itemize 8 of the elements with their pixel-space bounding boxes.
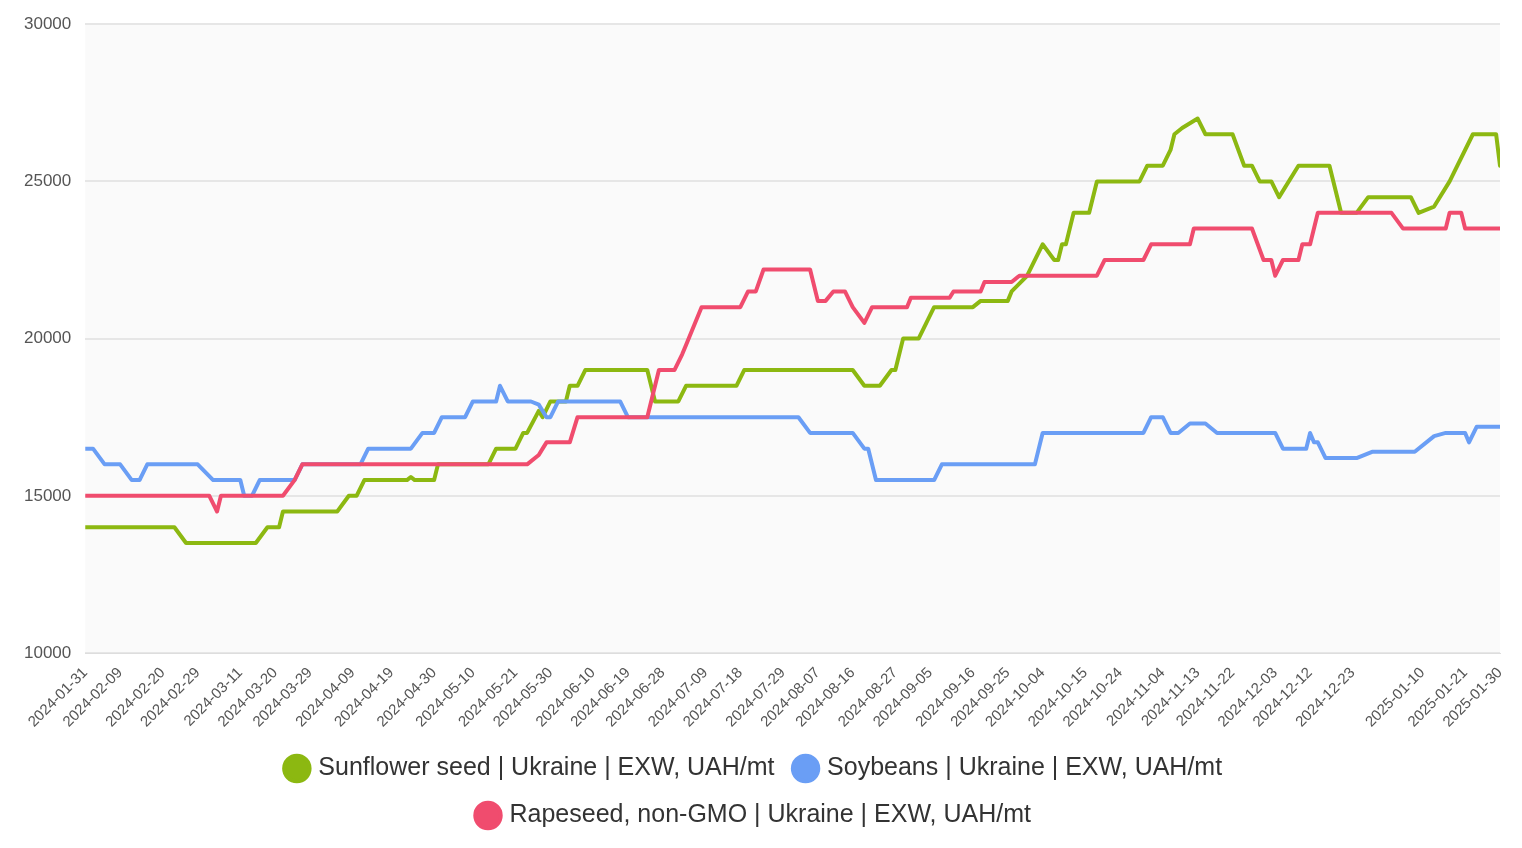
y-tick-label: 25000 [23,171,72,191]
y-tick-label: 10000 [23,642,72,662]
legend-label: Sunflower seed | Ukraine | EXW, UAH/mt [318,752,775,781]
y-tick-label: 20000 [23,328,72,348]
legend-label: Rapeseed, non-GMO | Ukraine | EXW, UAH/mt [509,799,1032,828]
y-tick-label: 30000 [23,13,72,33]
legend-label: Soybeans | Ukraine | EXW, UAH/mt [827,752,1223,781]
y-tick-label: 15000 [23,485,72,505]
